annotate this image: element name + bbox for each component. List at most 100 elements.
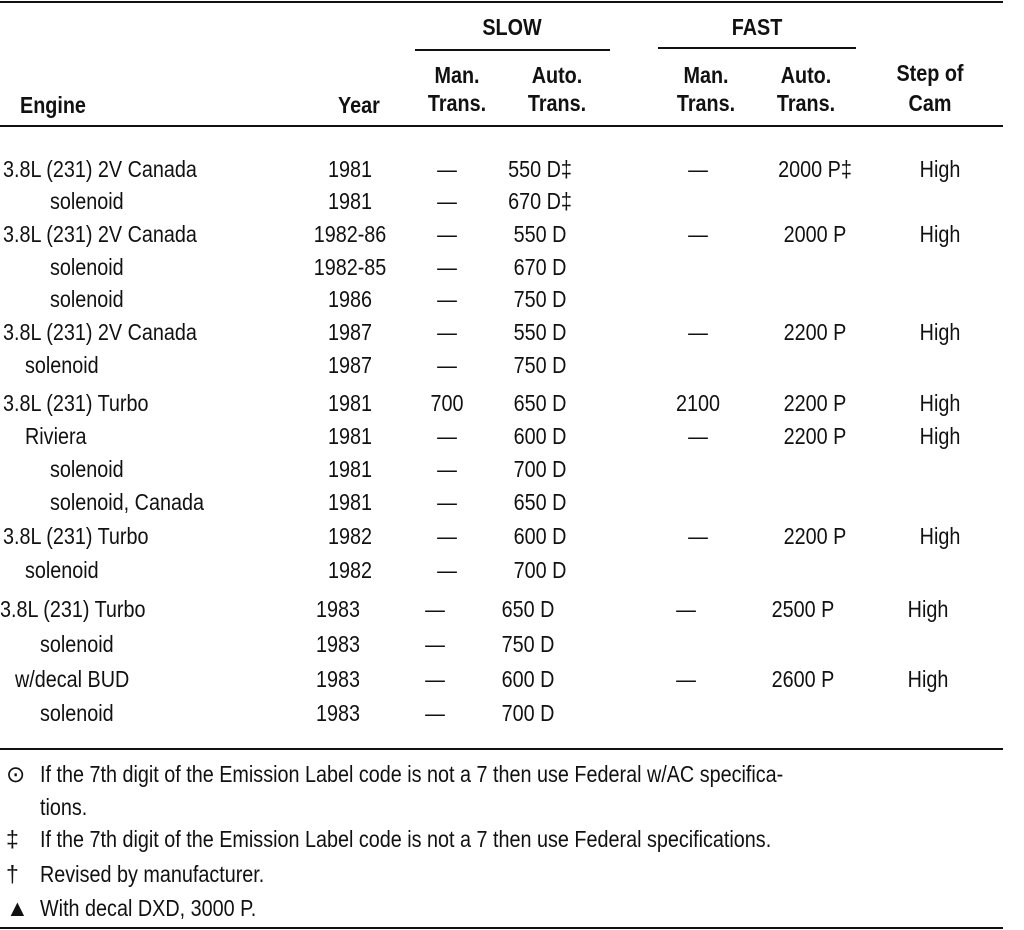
engine-cell: 3.8L (231) Turbo — [3, 523, 149, 549]
engine-cell: 3.8L (231) Turbo — [3, 390, 149, 416]
footnote-symbol: ▲ — [6, 895, 29, 921]
step-of-cam-cell: High — [919, 523, 961, 549]
year-cell: 1981 — [327, 456, 373, 482]
step-of-cam-cell: High — [907, 666, 949, 692]
step-header-2: Cam — [908, 90, 952, 116]
slow-auto-cell: 750 D — [513, 286, 567, 312]
engine-header: Engine — [20, 92, 86, 118]
fast-auto-cell: 2500 P — [771, 596, 835, 622]
slow-auto-cell: 600 D — [501, 666, 555, 692]
slow-man-cell: — — [437, 456, 457, 482]
slow-man-cell: — — [425, 596, 445, 622]
slow-man-cell: — — [437, 423, 457, 449]
bottom-rule — [0, 927, 1003, 929]
engine-cell: 3.8L (231) 2V Canada — [3, 221, 197, 247]
slow-man-cell: — — [437, 523, 457, 549]
year-cell: 1982 — [327, 557, 373, 583]
year-cell: 1981 — [327, 489, 373, 515]
engine-cell: solenoid — [50, 188, 124, 214]
slow-man-header-2: Trans. — [427, 90, 487, 116]
slow-auto-cell: 750 D — [513, 352, 567, 378]
step-of-cam-cell: High — [919, 221, 961, 247]
slow-auto-cell: 670 D — [513, 254, 567, 280]
fast-auto-cell: 2200 P — [783, 319, 847, 345]
slow-man-cell: — — [437, 557, 457, 583]
fast-man-cell: — — [676, 666, 696, 692]
step-header-1: Step of — [896, 60, 964, 86]
slow-auto-cell: 550 D‡ — [508, 156, 572, 182]
year-cell: 1983 — [315, 666, 361, 692]
fast-man-header-2: Trans. — [676, 90, 736, 116]
slow-auto-cell: 670 D‡ — [508, 188, 572, 214]
engine-cell: solenoid, Canada — [50, 489, 204, 515]
slow-underline — [415, 49, 610, 51]
slow-auto-cell: 600 D — [513, 423, 567, 449]
engine-cell: 3.8L (231) 2V Canada — [3, 156, 197, 182]
engine-cell: solenoid — [40, 631, 114, 657]
step-of-cam-cell: High — [919, 319, 961, 345]
footnote-text: If the 7th digit of the Emission Label c… — [40, 761, 784, 787]
slow-man-cell: — — [437, 188, 457, 214]
fast-auto-cell: 2200 P — [783, 523, 847, 549]
step-of-cam-cell: High — [919, 423, 961, 449]
year-cell: 1983 — [315, 631, 361, 657]
engine-cell: solenoid — [50, 254, 124, 280]
step-of-cam-cell: High — [907, 596, 949, 622]
step-of-cam-cell: High — [919, 156, 961, 182]
year-header: Year — [338, 92, 380, 118]
slow-man-cell: — — [437, 352, 457, 378]
footnote-symbol: ⊙ — [6, 761, 26, 787]
slow-auto-header-2: Trans. — [527, 90, 587, 116]
year-cell: 1983 — [315, 700, 361, 726]
engine-cell: solenoid — [25, 557, 99, 583]
fast-man-cell: — — [688, 523, 708, 549]
engine-cell: solenoid — [25, 352, 99, 378]
year-cell: 1981 — [327, 423, 373, 449]
year-cell: 1982 — [327, 523, 373, 549]
slow-man-cell: — — [437, 319, 457, 345]
engine-cell: w/decal BUD — [15, 666, 130, 692]
slow-group-header: SLOW — [482, 14, 542, 40]
fast-auto-header-2: Trans. — [776, 90, 836, 116]
year-cell: 1983 — [315, 596, 361, 622]
year-cell: 1986 — [327, 286, 373, 312]
footnote-rule — [0, 748, 1003, 750]
slow-auto-cell: 750 D — [501, 631, 555, 657]
slow-auto-cell: 700 D — [513, 557, 567, 583]
slow-man-cell: 700 — [430, 390, 464, 416]
fast-auto-cell: 2600 P — [771, 666, 835, 692]
slow-auto-cell: 600 D — [513, 523, 567, 549]
fast-group-header: FAST — [731, 14, 783, 40]
slow-auto-header-1: Auto. — [531, 62, 583, 88]
slow-auto-cell: 700 D — [513, 456, 567, 482]
fast-man-cell: — — [676, 596, 696, 622]
fast-man-header-1: Man. — [683, 62, 729, 88]
fast-auto-cell: 2200 P — [783, 423, 847, 449]
footnote-text: Revised by manufacturer. — [40, 861, 265, 887]
year-cell: 1981 — [327, 390, 373, 416]
slow-auto-cell: 550 D — [513, 221, 567, 247]
fast-auto-cell: 2200 P — [783, 390, 847, 416]
top-rule — [0, 1, 1003, 3]
footnote-text: If the 7th digit of the Emission Label c… — [40, 826, 772, 852]
slow-man-cell: — — [437, 221, 457, 247]
slow-auto-cell: 700 D — [501, 700, 555, 726]
slow-auto-cell: 650 D — [513, 489, 567, 515]
slow-man-cell: — — [437, 156, 457, 182]
slow-man-cell: — — [425, 666, 445, 692]
engine-cell: solenoid — [50, 286, 124, 312]
engine-cell: solenoid — [50, 456, 124, 482]
slow-man-header-1: Man. — [434, 62, 480, 88]
slow-auto-cell: 550 D — [513, 319, 567, 345]
year-cell: 1982-86 — [313, 221, 387, 247]
step-of-cam-cell: High — [919, 390, 961, 416]
engine-cell: Riviera — [25, 423, 87, 449]
year-cell: 1982-85 — [313, 254, 387, 280]
year-cell: 1987 — [327, 352, 373, 378]
engine-cell: 3.8L (231) 2V Canada — [3, 319, 197, 345]
slow-man-cell: — — [437, 489, 457, 515]
year-cell: 1981 — [327, 156, 373, 182]
slow-man-cell: — — [437, 286, 457, 312]
fast-auto-cell: 2000 P — [783, 221, 847, 247]
fast-man-cell: — — [688, 221, 708, 247]
